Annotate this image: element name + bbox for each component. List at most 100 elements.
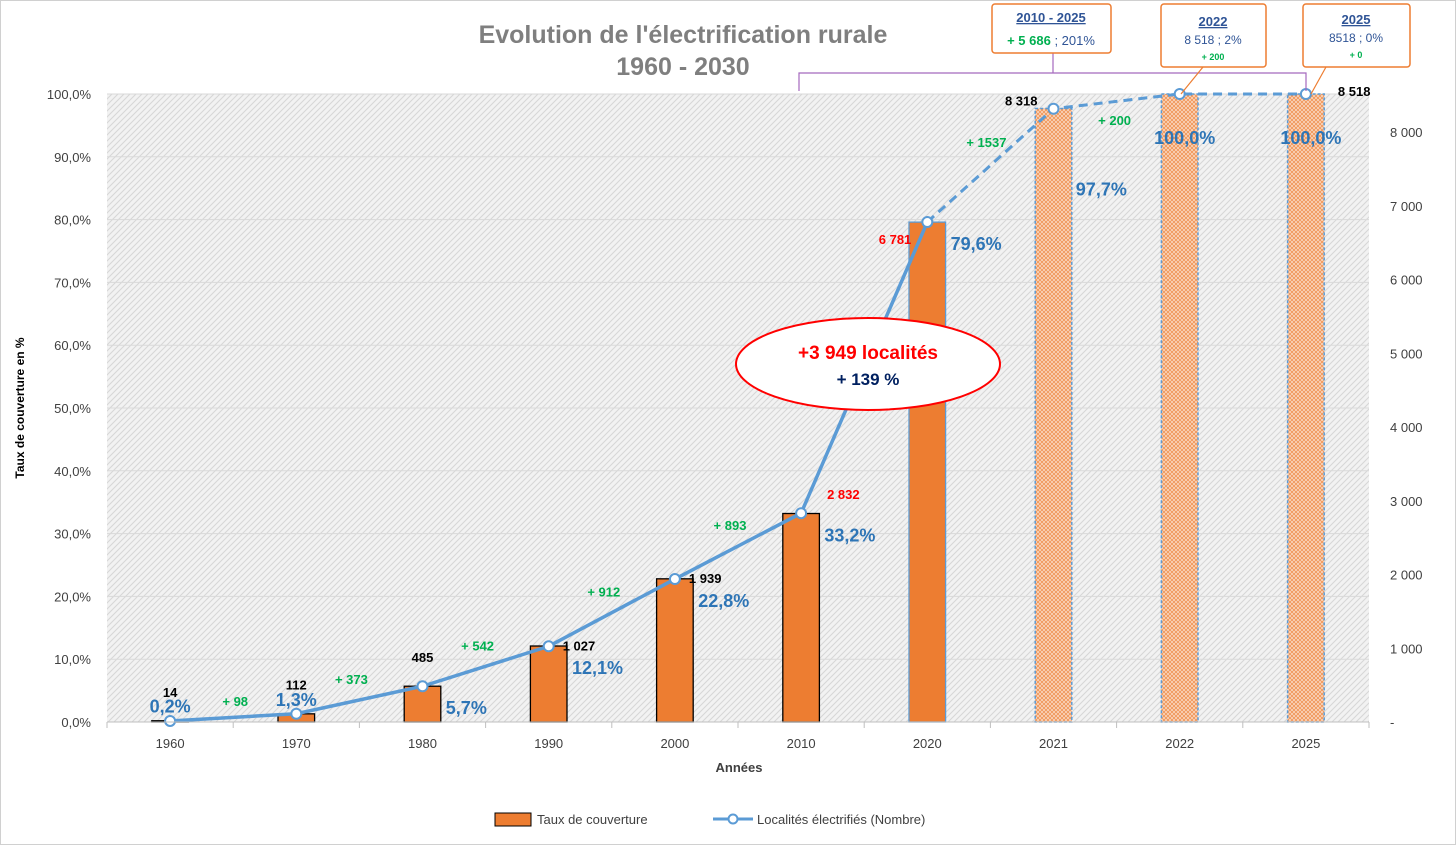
pct-label: 5,7% — [446, 698, 487, 718]
left-tick-label: 40,0% — [54, 464, 91, 479]
count-label: 485 — [412, 650, 434, 665]
x-tick-label: 1980 — [408, 736, 437, 751]
right-tick-label: 2 000 — [1390, 568, 1423, 583]
increment-label: + 542 — [461, 638, 494, 653]
chart-title-line1: Evolution de l'électrification rurale — [479, 21, 888, 49]
box-2022-value: 8 518 ; 2% — [1184, 33, 1242, 47]
line-point — [1047, 102, 1060, 115]
x-axis-title: Années — [716, 760, 763, 775]
box-2025-title: 2025 — [1342, 12, 1371, 27]
right-tick-label: 3 000 — [1390, 494, 1423, 509]
increment-label: + 1537 — [966, 135, 1006, 150]
box-2010-2025-title: 2010 - 2025 — [1016, 10, 1085, 25]
count-label: 8 518 — [1338, 84, 1371, 99]
x-tick-label: 2020 — [913, 736, 942, 751]
y-axis-title: Taux de couverture en % — [13, 337, 27, 478]
count-label: 8 318 — [1005, 94, 1038, 109]
pct-label: 1,3% — [276, 690, 317, 710]
pct-label: 22,8% — [698, 591, 749, 611]
labels-layer: 14 112 485 1 027 1 939 2 832 6 781 8 318 8 518 0,… — [150, 84, 1371, 718]
right-tick-label: 7 000 — [1390, 199, 1423, 214]
pct-label: 100,0% — [1280, 128, 1341, 148]
bar — [1034, 107, 1073, 723]
box-2025: 2025 8518 ; 0% + 0 — [1302, 3, 1411, 95]
box-2010-2025: 2010 - 2025 + 5 686 ; 201% — [991, 3, 1112, 54]
bar — [529, 645, 568, 723]
legend-label-bar: Taux de couverture — [537, 812, 648, 827]
pct-label: 12,1% — [572, 658, 623, 678]
svg-text:+ 5 686 ; 201%: + 5 686 ; 201% — [1007, 33, 1095, 48]
x-tick-label: 1960 — [156, 736, 185, 751]
callout-line1: +3 949 localités — [798, 343, 938, 364]
left-tick-label: 90,0% — [54, 150, 91, 165]
right-tick-label: 6 000 — [1390, 273, 1423, 288]
right-tick-label: 5 000 — [1390, 346, 1423, 361]
line-layer — [164, 88, 1312, 727]
pct-label: 79,6% — [951, 234, 1002, 254]
right-tick-label: 4 000 — [1390, 420, 1423, 435]
line-series-projected — [926, 92, 1306, 224]
right-tick-label: 8 000 — [1390, 125, 1423, 140]
bar — [908, 221, 947, 723]
x-tick-label: 2025 — [1291, 736, 1320, 751]
count-label: 14 — [163, 685, 178, 700]
left-tick-label: 80,0% — [54, 213, 91, 228]
line-point — [542, 640, 555, 653]
count-label: 1 939 — [689, 571, 722, 586]
x-tick-label: 2021 — [1039, 736, 1068, 751]
left-tick-label: 30,0% — [54, 527, 91, 542]
box-2022-title: 2022 — [1199, 14, 1228, 29]
x-tick-label: 2000 — [660, 736, 689, 751]
box-2025-value: 8518 ; 0% — [1329, 31, 1383, 45]
bar — [1286, 93, 1325, 723]
x-tick-label: 1990 — [534, 736, 563, 751]
right-tick-label: 1 000 — [1390, 641, 1423, 656]
bar — [782, 512, 821, 723]
pct-label: 97,7% — [1076, 179, 1127, 199]
line-point — [164, 714, 177, 727]
line-point — [668, 573, 681, 586]
box-2022-delta: + 200 — [1202, 52, 1225, 62]
box-2010-2025-pct: ; 201% — [1051, 33, 1096, 48]
line-point — [290, 707, 303, 720]
callout-ellipse: +3 949 localités + 139 % — [735, 317, 1001, 411]
bar — [1160, 93, 1199, 723]
increment-label: + 200 — [1098, 113, 1131, 128]
line-point — [921, 216, 934, 229]
left-tick-label: 0,0% — [61, 715, 91, 730]
pct-label: 100,0% — [1154, 128, 1215, 148]
legend-swatch-bar — [494, 812, 532, 827]
callout-line2: + 139 % — [837, 370, 900, 389]
count-label: 2 832 — [827, 487, 860, 502]
increment-label: + 893 — [714, 518, 747, 533]
legend-label-line: Localités électrifiés (Nombre) — [757, 812, 925, 827]
line-point — [795, 507, 808, 520]
line-point — [416, 680, 429, 693]
left-tick-label: 60,0% — [54, 338, 91, 353]
count-label: 1 027 — [563, 638, 596, 653]
increment-label: + 373 — [335, 672, 368, 687]
line-point — [1173, 88, 1186, 100]
axes-layer: 0,0% 10,0% 20,0% 30,0% 40,0% 50,0% 60,0% 70,0% 8… — [47, 87, 1423, 751]
count-label: 112 — [286, 678, 307, 693]
left-tick-label: 50,0% — [54, 401, 91, 416]
chart-title-line2: 1960 - 2030 — [616, 53, 749, 81]
box-2010-2025-delta: + 5 686 — [1007, 33, 1051, 48]
count-label: 6 781 — [879, 232, 912, 247]
increment-label: + 98 — [222, 694, 248, 709]
gridlines — [107, 93, 1369, 660]
left-tick-label: 100,0% — [47, 87, 92, 102]
x-tick-label: 1970 — [282, 736, 311, 751]
pct-label: 0,2% — [150, 697, 191, 717]
box-2025-delta: + 0 — [1350, 50, 1363, 60]
bracket-2010-2025 — [798, 51, 1307, 91]
left-tick-label: 20,0% — [54, 589, 91, 604]
x-tick-label: 2022 — [1165, 736, 1194, 751]
pct-label: 33,2% — [824, 526, 875, 546]
bar — [655, 578, 694, 723]
x-tick-label: 2010 — [787, 736, 816, 751]
left-tick-label: 10,0% — [54, 652, 91, 667]
right-tick-label: - — [1390, 715, 1394, 730]
